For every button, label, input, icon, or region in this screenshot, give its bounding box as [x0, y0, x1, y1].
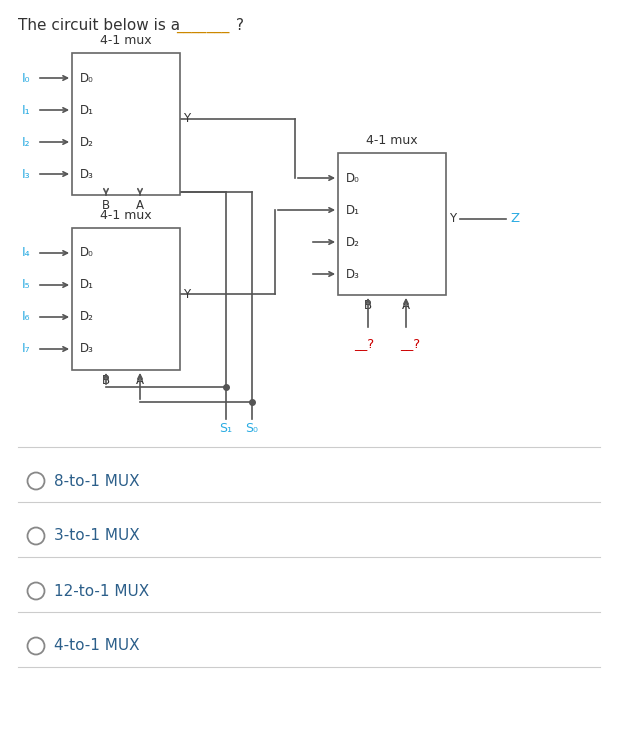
Text: 8-to-1 MUX: 8-to-1 MUX	[54, 474, 140, 488]
Text: _______: _______	[176, 18, 229, 33]
Text: 4-1 mux: 4-1 mux	[366, 134, 418, 147]
Text: D₁: D₁	[346, 203, 360, 217]
Text: I₂: I₂	[22, 135, 30, 149]
Text: B: B	[102, 374, 110, 387]
Text: D₂: D₂	[80, 135, 94, 149]
Text: D₀: D₀	[80, 247, 94, 260]
Text: I₁: I₁	[22, 103, 30, 116]
Text: D₀: D₀	[80, 72, 94, 84]
Text: A: A	[402, 299, 410, 312]
Bar	[338, 153, 446, 295]
Text: 4-to-1 MUX: 4-to-1 MUX	[54, 638, 140, 654]
Text: B: B	[102, 199, 110, 212]
Text: __?: __?	[354, 337, 374, 350]
Text: D₃: D₃	[80, 343, 94, 356]
Text: B: B	[364, 299, 372, 312]
Text: I₆: I₆	[22, 310, 30, 324]
Text: ?: ?	[236, 18, 244, 33]
Text: D₀: D₀	[346, 171, 360, 184]
Text: 12-to-1 MUX: 12-to-1 MUX	[54, 583, 150, 599]
Text: D₁: D₁	[80, 278, 94, 291]
Text: 4-1 mux: 4-1 mux	[100, 34, 152, 47]
Text: A: A	[136, 374, 144, 387]
Text: The circuit below is a: The circuit below is a	[18, 18, 185, 33]
Text: I₇: I₇	[22, 343, 30, 356]
Text: D₃: D₃	[346, 267, 360, 280]
Text: I₀: I₀	[22, 72, 30, 84]
Text: S₀: S₀	[245, 422, 258, 435]
Text: I₅: I₅	[22, 278, 30, 291]
Text: Z: Z	[510, 212, 519, 225]
Text: D₂: D₂	[80, 310, 94, 324]
Text: Y: Y	[183, 113, 190, 125]
Text: A: A	[136, 199, 144, 212]
Text: Y: Y	[183, 288, 190, 301]
Text: __?: __?	[400, 337, 420, 350]
Text: 3-to-1 MUX: 3-to-1 MUX	[54, 529, 140, 543]
Text: D₃: D₃	[80, 168, 94, 181]
Text: I₄: I₄	[22, 247, 30, 260]
Text: D₂: D₂	[346, 236, 360, 248]
Text: I₃: I₃	[22, 168, 30, 181]
Bar	[72, 228, 180, 370]
Bar	[72, 53, 180, 195]
Text: D₁: D₁	[80, 103, 94, 116]
Text: S₁: S₁	[219, 422, 232, 435]
Text: 4-1 mux: 4-1 mux	[100, 209, 152, 222]
Text: Y: Y	[449, 212, 456, 225]
